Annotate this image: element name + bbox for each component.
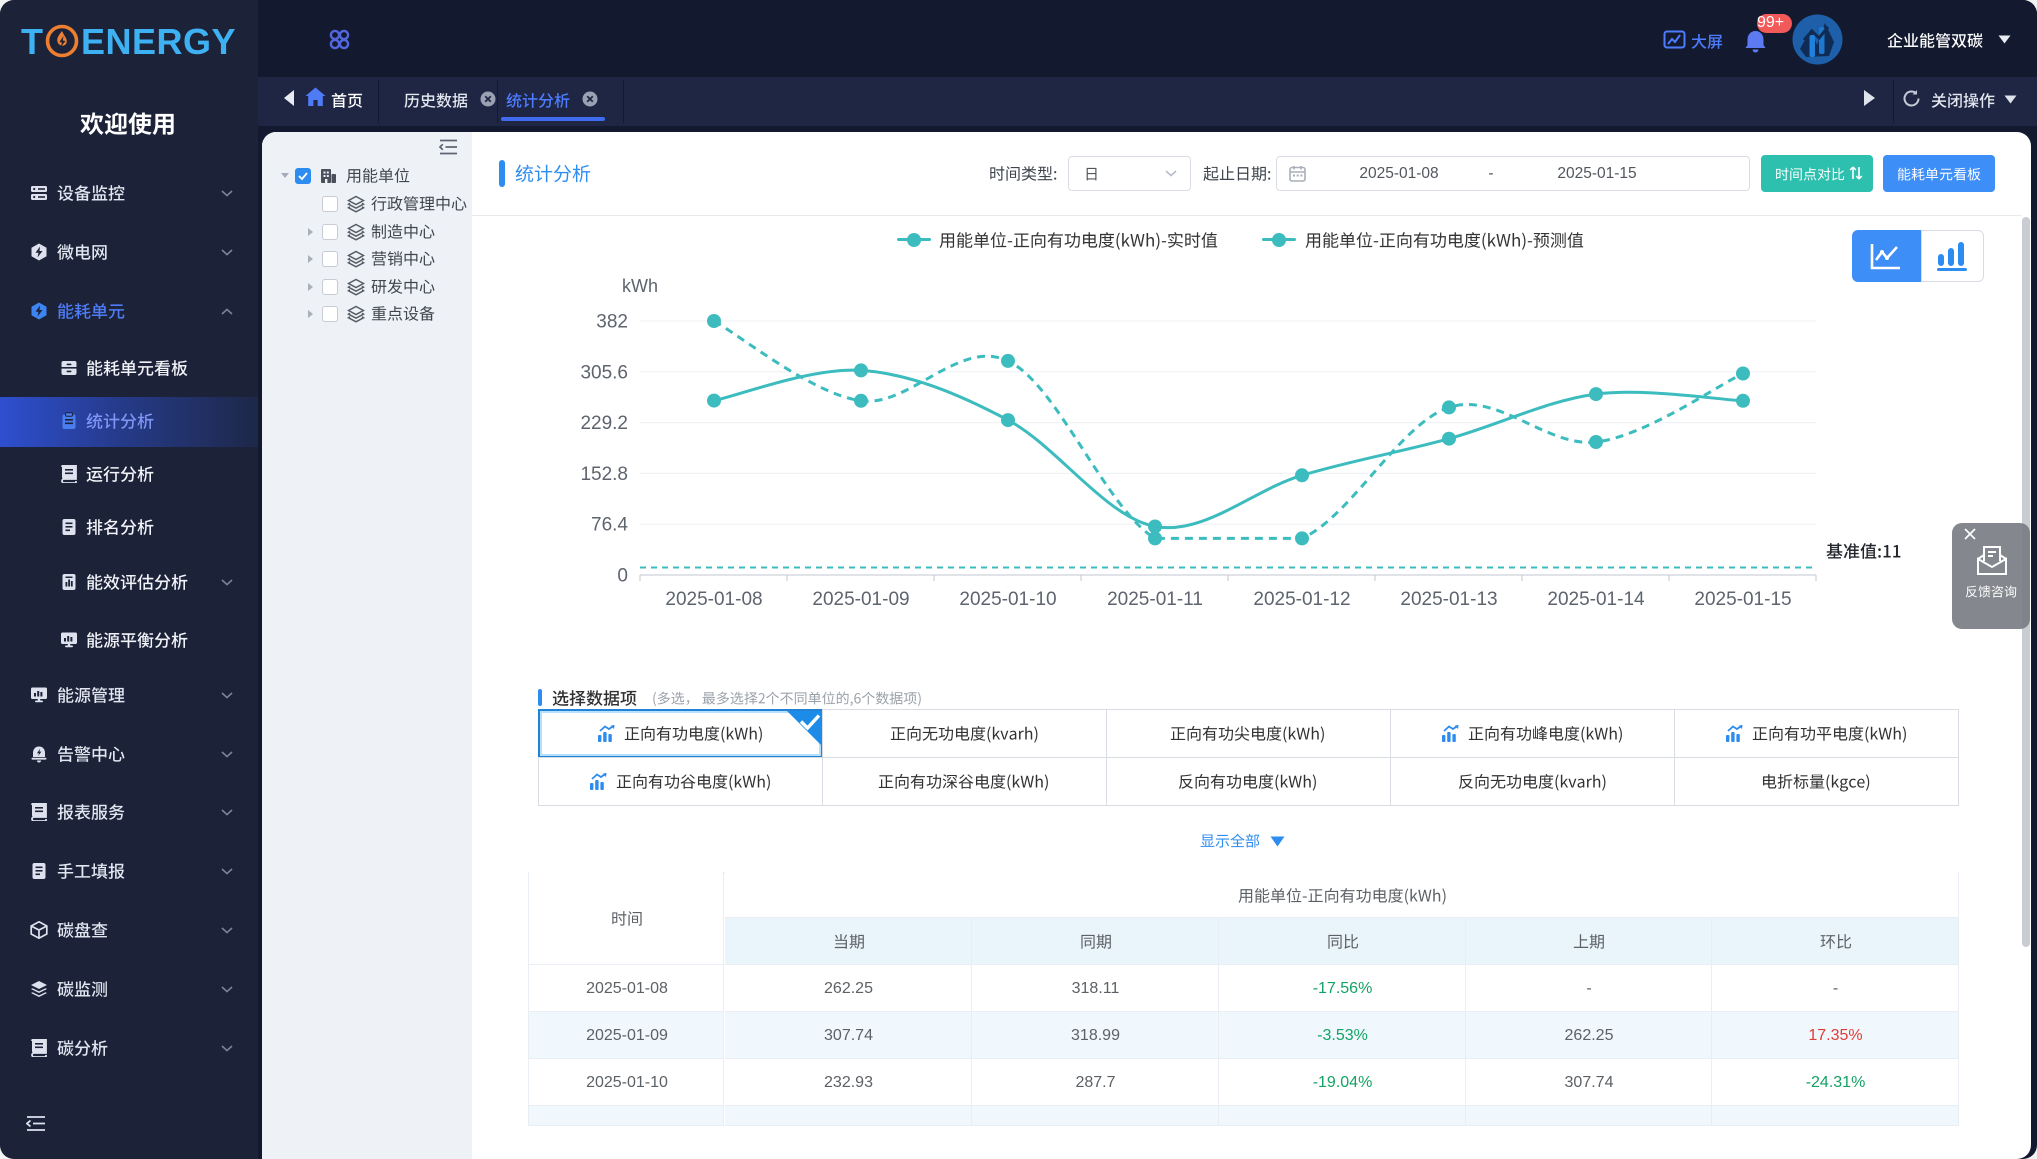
svg-text:2025-01-10: 2025-01-10 bbox=[959, 589, 1056, 610]
svg-text:2025-01-15: 2025-01-15 bbox=[1694, 589, 1791, 610]
svg-text:2025-01-09: 2025-01-09 bbox=[812, 589, 909, 610]
svg-text:152.8: 152.8 bbox=[580, 464, 628, 485]
svg-text:2025-01-14: 2025-01-14 bbox=[1547, 589, 1645, 610]
svg-text:2025-01-12: 2025-01-12 bbox=[1253, 589, 1350, 610]
svg-text:kWh: kWh bbox=[622, 276, 658, 296]
svg-text:76.4: 76.4 bbox=[591, 515, 628, 536]
svg-text:0: 0 bbox=[617, 566, 628, 587]
svg-text:382: 382 bbox=[596, 312, 628, 333]
svg-text:2025-01-13: 2025-01-13 bbox=[1400, 589, 1497, 610]
svg-text:2025-01-08: 2025-01-08 bbox=[665, 589, 762, 610]
svg-text:305.6: 305.6 bbox=[580, 362, 628, 383]
svg-text:229.2: 229.2 bbox=[580, 413, 628, 434]
svg-text:2025-01-11: 2025-01-11 bbox=[1107, 589, 1203, 610]
